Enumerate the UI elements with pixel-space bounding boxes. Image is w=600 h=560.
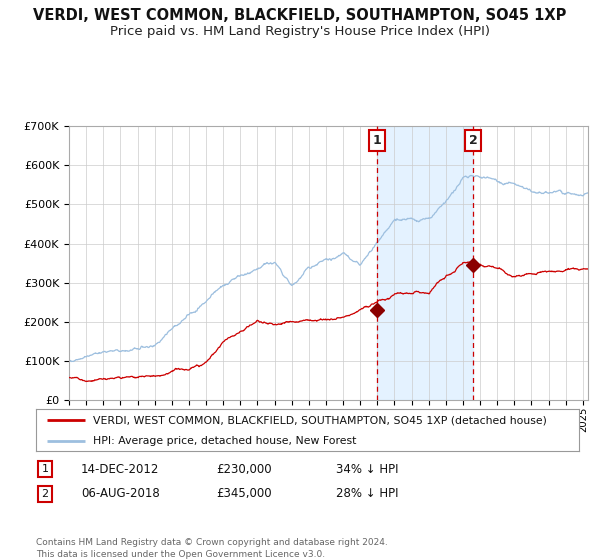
Text: Contains HM Land Registry data © Crown copyright and database right 2024.
This d: Contains HM Land Registry data © Crown c… (36, 538, 388, 559)
Text: HPI: Average price, detached house, New Forest: HPI: Average price, detached house, New … (93, 436, 356, 446)
Text: £230,000: £230,000 (216, 463, 272, 476)
Text: 34% ↓ HPI: 34% ↓ HPI (336, 463, 398, 476)
Text: 2: 2 (41, 489, 49, 499)
Text: VERDI, WEST COMMON, BLACKFIELD, SOUTHAMPTON, SO45 1XP (detached house): VERDI, WEST COMMON, BLACKFIELD, SOUTHAMP… (93, 415, 547, 425)
Text: 28% ↓ HPI: 28% ↓ HPI (336, 487, 398, 501)
Text: 06-AUG-2018: 06-AUG-2018 (81, 487, 160, 501)
Text: 1: 1 (41, 464, 49, 474)
Text: 1: 1 (372, 134, 381, 147)
Text: VERDI, WEST COMMON, BLACKFIELD, SOUTHAMPTON, SO45 1XP: VERDI, WEST COMMON, BLACKFIELD, SOUTHAMP… (34, 8, 566, 24)
Text: Price paid vs. HM Land Registry's House Price Index (HPI): Price paid vs. HM Land Registry's House … (110, 25, 490, 38)
Text: 14-DEC-2012: 14-DEC-2012 (81, 463, 160, 476)
Bar (377, 126, 473, 400)
Text: 2: 2 (469, 134, 478, 147)
Text: £345,000: £345,000 (216, 487, 272, 501)
